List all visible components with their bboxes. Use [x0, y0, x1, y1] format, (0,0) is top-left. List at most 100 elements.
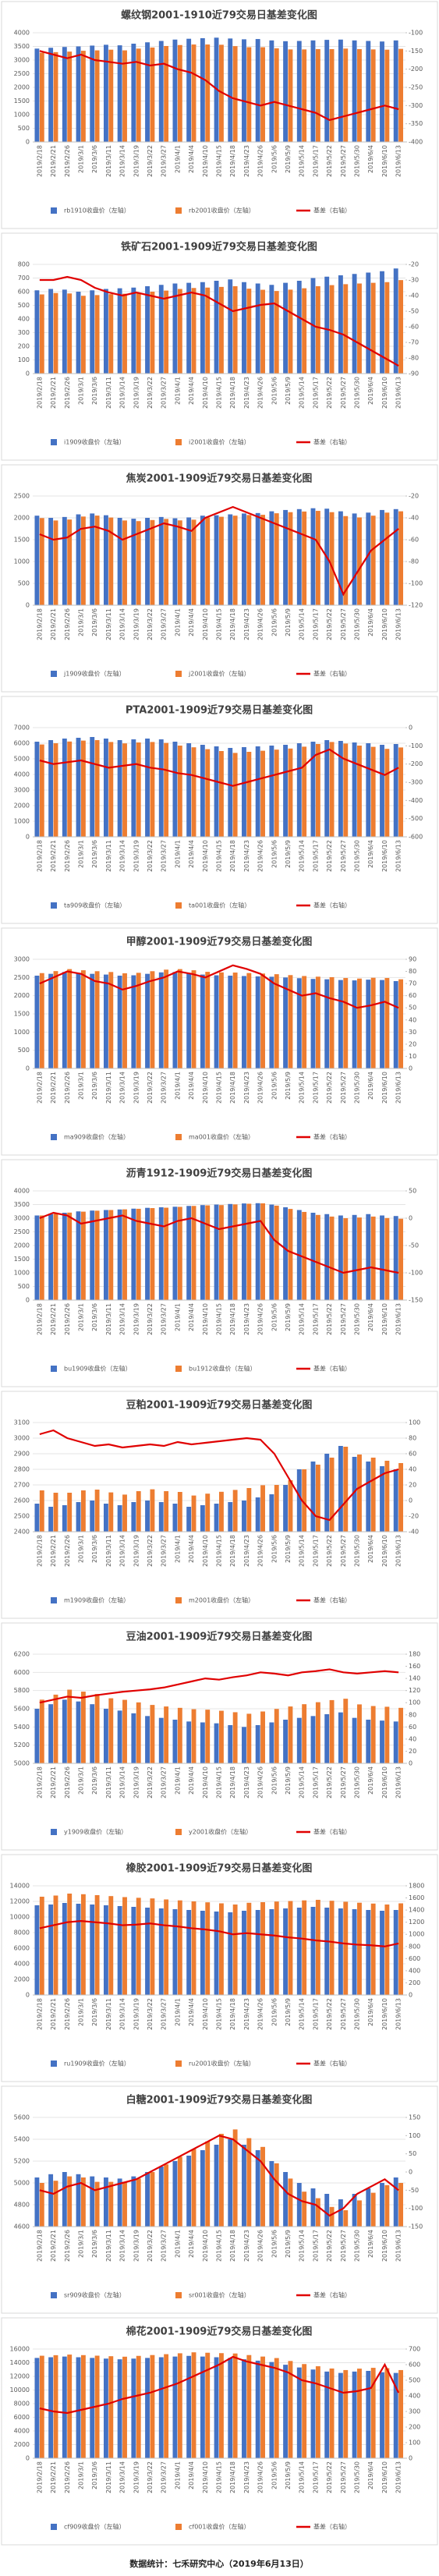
bar: [76, 973, 81, 1068]
bar: [67, 1493, 73, 1532]
bar: [164, 742, 169, 837]
bar: [131, 975, 136, 1068]
bar: [62, 972, 67, 1068]
x-tick-label: 2019/4/18: [229, 1303, 236, 1335]
x-tick-label: 2019/4/1: [174, 145, 181, 173]
bar: [76, 46, 81, 142]
bar: [48, 2174, 54, 2227]
bar: [122, 743, 127, 837]
x-tick-label: 2019/6/13: [395, 1303, 402, 1335]
y2-tick-label: 1200: [409, 1919, 424, 1926]
legend-swatch: [51, 2524, 57, 2530]
y2-tick-label: 0: [409, 1497, 412, 1504]
x-tick-label: 2019/4/10: [202, 145, 209, 177]
bar: [67, 969, 73, 1068]
x-tick-label: 2019/6/4: [367, 2230, 374, 2258]
bar: [260, 750, 265, 837]
bar: [219, 972, 224, 1068]
x-tick-label: 2019/5/30: [354, 1998, 361, 2030]
y-tick-label: 1000: [14, 558, 30, 565]
x-tick-label: 2019/2/18: [36, 1303, 43, 1335]
y-tick-label: 0: [26, 139, 30, 146]
bar: [172, 1207, 178, 1300]
bar: [67, 741, 73, 837]
legend-label: sr909收盘价（左轴）: [64, 2291, 126, 2299]
bar: [324, 1214, 330, 1300]
bar: [338, 1712, 343, 1763]
bar: [164, 1207, 169, 1300]
bar: [131, 739, 136, 837]
y2-tick-label: -200: [409, 760, 423, 767]
x-tick-label: 2019/3/14: [119, 1072, 126, 1104]
bar: [343, 978, 349, 1068]
x-tick-label: 2019/6/4: [367, 1998, 374, 2026]
bar: [370, 746, 376, 837]
bar: [205, 1710, 211, 1763]
y2-tick-label: 50: [409, 1188, 416, 1195]
bar: [283, 1720, 289, 1763]
bar: [338, 1908, 343, 1995]
bar: [260, 1203, 265, 1300]
x-tick-label: 2019/5/30: [354, 1072, 361, 1104]
legend-label: i1909收盘价（左轴）: [64, 438, 126, 446]
basis-line: [39, 2355, 400, 2415]
chart-title: 白糖2001-1909近79交易日基差变化图: [126, 2094, 313, 2107]
y2-tick-label: 500: [409, 2377, 420, 2384]
bar: [103, 515, 108, 605]
x-tick-label: 2019/5/9: [285, 145, 292, 173]
bar: [122, 2356, 127, 2458]
legend-label: bu1909收盘价（左轴）: [64, 1365, 132, 1373]
chart-title: 螺纹钢2001-1910近79交易日基差变化图: [121, 9, 317, 22]
bar: [384, 49, 390, 143]
bar: [296, 2183, 302, 2227]
legend-swatch: [175, 1597, 182, 1603]
bar: [172, 39, 178, 142]
bar: [158, 1908, 164, 1995]
x-tick-label: 2019/5/17: [312, 2461, 319, 2493]
bar: [136, 1897, 141, 1995]
chart-title: 甲醇2001-1909近79交易日基差变化图: [126, 936, 313, 948]
bar: [48, 48, 54, 142]
legend-label: ta001收盘价（左轴）: [189, 902, 250, 909]
bar: [94, 1210, 100, 1300]
x-tick-label: 2019/5/14: [299, 1303, 306, 1335]
x-tick-label: 2019/2/26: [64, 840, 71, 872]
x-tick-label: 2019/3/6: [91, 1766, 98, 1795]
x-tick-label: 2019/5/27: [340, 2461, 347, 2493]
legend-swatch: [51, 1134, 57, 1140]
x-tick-label: 2019/3/19: [133, 2230, 140, 2262]
bar: [150, 971, 155, 1068]
x-tick-label: 2019/3/19: [133, 145, 140, 177]
x-tick-label: 2019/3/6: [91, 377, 98, 405]
bar: [310, 1907, 316, 1995]
bar: [260, 515, 265, 605]
bar: [370, 977, 376, 1068]
y2-tick-label: 600: [409, 2362, 420, 2369]
bar: [76, 1904, 81, 1995]
y2-tick-label: -70: [409, 339, 419, 346]
bar: [117, 45, 122, 142]
x-tick-label: 2019/4/18: [229, 1998, 236, 2030]
bar: [283, 1207, 289, 1300]
bar: [228, 1912, 233, 1995]
bar: [136, 2178, 141, 2227]
x-tick-label: 2019/5/27: [340, 377, 347, 409]
bar: [67, 293, 73, 374]
bar: [214, 1204, 219, 1300]
x-tick-label: 2019/6/4: [367, 1303, 374, 1331]
basis-line: [39, 2135, 399, 2217]
bar: [393, 1721, 398, 1763]
x-tick-label: 2019/2/18: [36, 1766, 43, 1798]
x-tick-label: 2019/6/10: [381, 1998, 388, 2030]
y2-tick-label: 0: [409, 1992, 412, 1999]
bar: [103, 974, 108, 1068]
bar: [398, 979, 404, 1068]
bar: [191, 2149, 196, 2227]
bar: [343, 2210, 349, 2227]
bar: [296, 743, 302, 837]
x-tick-label: 2019/5/9: [285, 840, 292, 868]
x-tick-label: 2019/2/21: [50, 1998, 57, 2030]
bar: [255, 2150, 260, 2227]
x-tick-label: 2019/6/10: [381, 1072, 388, 1104]
bar: [232, 2129, 238, 2227]
